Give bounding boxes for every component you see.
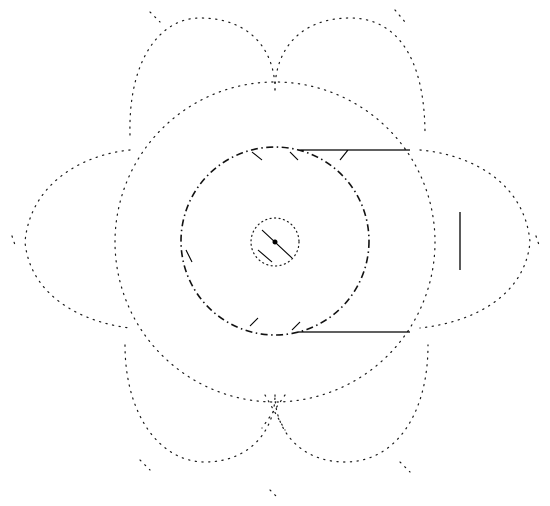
lobe-left <box>24 149 131 329</box>
lobe-top-right <box>274 17 426 136</box>
edge-marks <box>11 235 541 499</box>
petal-crossing-mark <box>261 394 286 431</box>
inner-hub-circle <box>250 217 300 267</box>
lobe-right <box>419 149 531 329</box>
circle-tick-marks <box>185 149 349 331</box>
center-dot <box>272 239 278 245</box>
lobe-top-left <box>129 17 276 136</box>
outer-ring-circle <box>114 81 436 403</box>
hub-cross-mark <box>257 229 293 263</box>
petal-end-marks <box>139 9 411 473</box>
connector-bracket <box>298 149 410 333</box>
lobe-bottom-right <box>274 344 429 463</box>
dashed-circle <box>180 146 370 336</box>
lobe-bottom-left <box>124 344 276 463</box>
